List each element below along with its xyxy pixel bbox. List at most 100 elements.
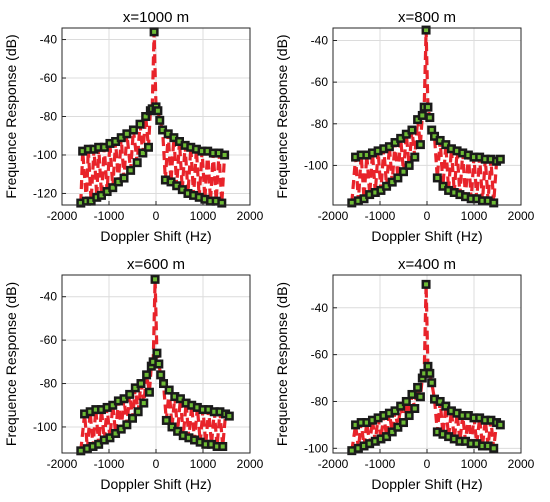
x-tick-label: -1000 (94, 457, 125, 471)
chart-title: x=400 m (398, 256, 456, 273)
data-point-fill (398, 136, 403, 141)
data-point-fill (483, 418, 488, 423)
x-tick-label: -2000 (318, 209, 349, 223)
data-point-fill (356, 198, 361, 203)
data-point-fill (144, 372, 149, 377)
data-point-fill (412, 406, 417, 411)
chart-panel-2: -2000 -1000 0 1000 2000 -40 -60 -80 -100 x=800 m D… (274, 9, 535, 244)
data-point-fill (171, 135, 176, 140)
x-tick-label: 1000 (461, 457, 488, 471)
data-point-fill (147, 390, 152, 395)
data-point-fill (127, 392, 132, 397)
data-point-fill (99, 407, 104, 412)
data-point-fill (488, 418, 493, 423)
data-point-fill (222, 152, 227, 157)
data-point-fill (186, 435, 191, 440)
chart-panel-1: -2000 -1000 0 1000 2000 -40 -60 -80 -100 -120 x=10… (3, 9, 264, 244)
data-point-fill (191, 193, 196, 198)
data-point-fill (93, 407, 98, 412)
data-point-fill (429, 128, 434, 133)
data-point-fill (404, 132, 409, 137)
data-point-fill (457, 439, 462, 444)
data-point-fill (438, 138, 443, 143)
x-tick-label: 2000 (237, 209, 264, 223)
x-tick-label: 0 (153, 209, 160, 223)
data-point-fill (155, 108, 160, 113)
data-point-fill (427, 115, 432, 120)
data-point-fill (110, 185, 115, 190)
data-point-fill (154, 351, 159, 356)
data-point-fill (364, 420, 369, 425)
chart-panel-3: -2000 -1000 0 1000 2000 -40 -60 -80 -100 x=600 m D… (3, 256, 264, 492)
data-point-fill (188, 145, 193, 150)
data-point-fill (110, 403, 115, 408)
data-point-fill (367, 192, 372, 197)
x-tick-label: 0 (153, 457, 160, 471)
data-point-fill (378, 188, 383, 193)
data-point-fill (138, 381, 143, 386)
data-point-fill (172, 394, 177, 399)
data-point-fill (390, 180, 395, 185)
y-tick-label: -60 (311, 348, 329, 362)
x-tick-label: 1000 (461, 209, 488, 223)
data-point-fill (153, 277, 158, 282)
data-point-fill (215, 444, 220, 449)
data-point-fill (84, 199, 89, 204)
data-point-fill (404, 399, 409, 404)
data-point-fill (460, 150, 465, 155)
data-point-fill (469, 441, 474, 446)
data-point-fill (474, 441, 479, 446)
data-point-fill (184, 401, 189, 406)
data-point-fill (418, 394, 423, 399)
data-point-fill (407, 413, 412, 418)
data-point-fill (151, 359, 156, 364)
data-point-fill (124, 131, 129, 136)
data-point-fill (491, 446, 496, 451)
data-point-fill (415, 117, 420, 122)
x-tick-label: 0 (424, 457, 431, 471)
data-point-fill (156, 362, 161, 366)
data-point-fill (469, 196, 474, 201)
data-point-fill (85, 446, 90, 451)
data-point-fill (488, 157, 493, 162)
x-tick-label: 0 (424, 209, 431, 223)
data-point-fill (498, 422, 503, 427)
chart-panel-4: -2000 -1000 0 1000 2000 -40 -60 -80 -100 x=400 m D… (274, 256, 535, 492)
x-tick-label: -1000 (94, 209, 125, 223)
series-line (79, 30, 227, 205)
data-point-fill (169, 179, 174, 184)
data-point-fill (166, 131, 171, 136)
data-point-fill (89, 199, 94, 204)
data-point-fill (198, 440, 203, 445)
data-point-fill (367, 441, 372, 446)
data-point-fill (359, 420, 364, 425)
y-tick-label: -80 (40, 377, 58, 391)
data-point-fill (390, 429, 395, 434)
data-point-fill (219, 201, 224, 206)
data-point-fill (483, 157, 488, 162)
data-point-fill (189, 403, 194, 408)
y-tick-label: -100 (33, 148, 57, 162)
data-point-fill (201, 407, 205, 412)
data-point-fill (135, 160, 140, 165)
data-point-fill (463, 439, 468, 444)
data-point-fill (373, 190, 378, 195)
data-point-fill (409, 128, 414, 133)
data-point-fill (107, 141, 112, 146)
data-point-fill (163, 177, 168, 182)
data-point-fill (373, 439, 378, 444)
data-point-fill (370, 150, 375, 155)
data-point-fill (415, 385, 420, 390)
y-tick-label: -60 (40, 71, 58, 85)
data-point-fill (395, 175, 400, 180)
data-point-fill (359, 153, 364, 158)
data-point-fill (140, 151, 145, 156)
data-point-fill (209, 442, 214, 447)
data-point-fill (124, 422, 129, 427)
y-tick-label: -100 (33, 420, 57, 434)
data-point-fill (152, 29, 157, 34)
x-tick-label: -1000 (365, 457, 396, 471)
data-point-fill (113, 431, 118, 436)
data-point-fill (387, 411, 392, 416)
data-point-fill (183, 143, 188, 148)
